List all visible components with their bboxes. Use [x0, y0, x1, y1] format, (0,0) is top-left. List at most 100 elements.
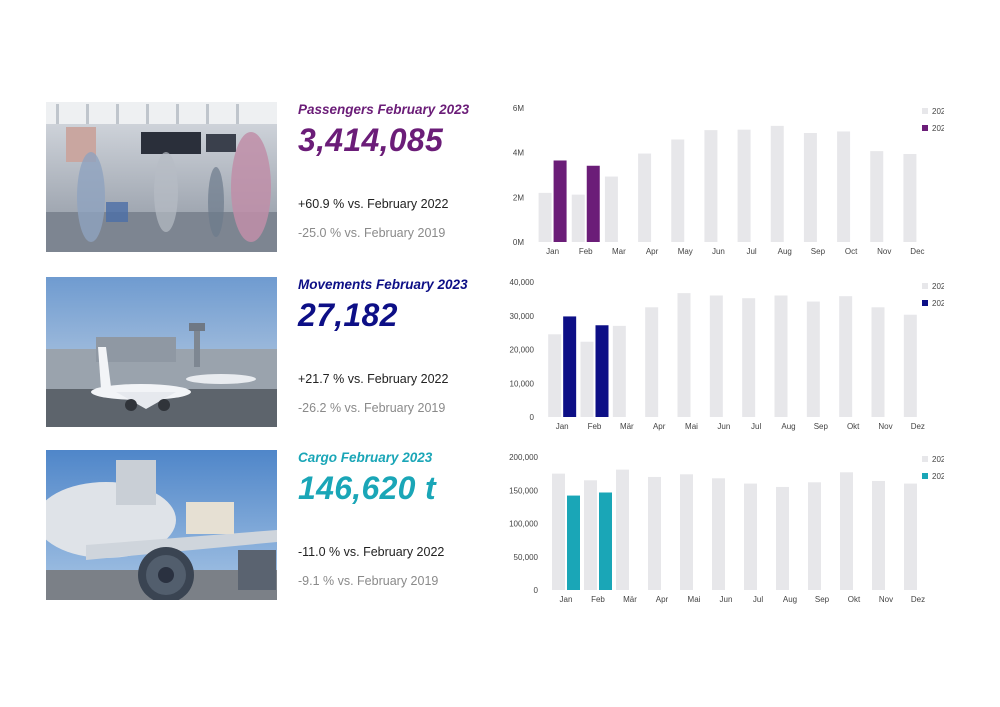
x-tick-label: Sep: [814, 422, 829, 431]
bar-2023-Feb: [586, 165, 600, 242]
x-tick-label: Mai: [685, 422, 698, 431]
movements-vs-2019: -26.2 % vs. February 2019: [298, 401, 446, 415]
legend-swatch-2023: [922, 125, 928, 131]
bar-2022-Nov: [872, 480, 885, 590]
movements-value: 27,182: [298, 297, 398, 333]
bar-2022-Mär: [612, 325, 626, 417]
x-tick-label: Jun: [712, 247, 725, 256]
airport-terminal-photo: [46, 102, 277, 252]
x-tick-label: Oct: [845, 247, 858, 256]
bar-2022-Okt: [840, 472, 853, 590]
bar-2022-Dec: [903, 154, 917, 242]
x-tick-label: Nov: [879, 595, 893, 604]
bar-2022-Sep: [806, 301, 820, 417]
x-tick-label: Mär: [620, 422, 634, 431]
passengers-vs-2019: -25.0 % vs. February 2019: [298, 226, 446, 240]
movements-bar-chart: 0 10,000 20,000 30,000 40,000 Jan Feb Mär Apr Mai…: [510, 278, 944, 431]
x-tick-label: Aug: [783, 595, 797, 604]
passengers-title: Passengers February 2023: [298, 102, 470, 117]
legend-label-2023: 2023: [932, 124, 944, 133]
airplane-apron-photo: [46, 277, 277, 427]
bar-2022-Aug: [776, 486, 789, 590]
x-tick-label: Jul: [753, 595, 763, 604]
y-tick-label: 4M: [513, 149, 524, 158]
bar-2022-Aug: [774, 295, 788, 417]
x-tick-label: Aug: [781, 422, 795, 431]
cargo-value: 146,620 t: [298, 470, 436, 506]
x-tick-label: Mär: [623, 595, 637, 604]
y-tick-label: 0M: [513, 238, 524, 247]
bar-2022-Apr: [645, 307, 659, 417]
legend-swatch-2022: [922, 456, 928, 462]
legend-label-2023: 2023: [932, 472, 944, 481]
x-tick-label: Nov: [878, 422, 892, 431]
x-tick-label: Apr: [653, 422, 666, 431]
bar-2022-Dez: [903, 314, 917, 417]
y-tick-label: 40,000: [510, 278, 535, 287]
legend-swatch-2023: [922, 473, 928, 479]
bar-2022-Apr: [638, 153, 652, 242]
bar-2022-Jan: [552, 473, 565, 590]
bar-2022-Dez: [904, 483, 917, 590]
x-tick-label: Jun: [717, 422, 730, 431]
bar-2022-May: [671, 139, 685, 242]
y-tick-label: 2M: [513, 193, 524, 202]
y-tick-label: 10,000: [510, 379, 535, 388]
x-tick-label: Jan: [560, 595, 573, 604]
x-tick-label: Jan: [556, 422, 569, 431]
legend-label-2022: 2022: [932, 282, 944, 291]
x-tick-label: Okt: [848, 595, 861, 604]
bar-2023-Jan: [567, 495, 580, 590]
bar-2022-Nov: [871, 307, 885, 417]
bar-2023-Feb: [595, 325, 609, 417]
cargo-panel: Cargo February 2023 146,620 t -11.0 % vs…: [46, 450, 946, 604]
legend-label-2022: 2022: [932, 107, 944, 116]
legend-swatch-2022: [922, 283, 928, 289]
legend-label-2022: 2022: [932, 455, 944, 464]
x-tick-label: Okt: [847, 422, 860, 431]
passengers-vs-2022: +60.9 % vs. February 2022: [298, 197, 449, 211]
x-tick-label: Sep: [815, 595, 830, 604]
bar-2022-Jun: [709, 295, 723, 417]
bar-2022-Mai: [680, 474, 693, 590]
bar-2023-Jan: [563, 316, 577, 417]
bar-2022-Jan: [548, 334, 562, 417]
cargo-loading-photo: [46, 450, 277, 600]
x-tick-label: Dec: [910, 247, 924, 256]
cargo-vs-2022: -11.0 % vs. February 2022: [298, 545, 445, 559]
y-tick-label: 150,000: [509, 486, 538, 495]
bar-2022-Sep: [808, 482, 821, 590]
passengers-panel: Passengers February 2023 3,414,085 +60.9…: [46, 102, 946, 256]
legend-swatch-2023: [922, 300, 928, 306]
x-tick-label: Feb: [591, 595, 605, 604]
x-tick-label: Mar: [612, 247, 626, 256]
bar-2022-Jan: [538, 192, 552, 242]
bar-2022-Mar: [604, 176, 618, 242]
x-tick-label: Mai: [688, 595, 701, 604]
x-tick-label: Jul: [746, 247, 756, 256]
x-tick-label: Apr: [646, 247, 659, 256]
bar-2022-Jul: [744, 483, 757, 590]
bar-2022-Okt: [839, 296, 853, 417]
bar-2022-Jul: [737, 129, 751, 242]
x-tick-label: Feb: [588, 422, 602, 431]
legend-swatch-2022: [922, 108, 928, 114]
bar-2022-Mai: [677, 293, 691, 417]
y-tick-label: 20,000: [510, 346, 535, 355]
bar-2022-Jun: [704, 130, 718, 242]
bar-2023-Feb: [599, 492, 612, 590]
x-tick-label: May: [678, 247, 693, 256]
bar-2022-Feb: [580, 341, 594, 417]
cargo-bar-chart: 0 50,000 100,000 150,000 200,000 Jan Feb Mär Apr…: [509, 453, 944, 604]
bar-2022-Nov: [870, 151, 884, 242]
x-tick-label: Dez: [911, 422, 925, 431]
bar-2022-Feb: [571, 194, 585, 242]
y-tick-label: 0: [530, 413, 535, 422]
bar-2022-Jun: [712, 478, 725, 590]
movements-title: Movements February 2023: [298, 277, 468, 292]
x-tick-label: Aug: [778, 247, 792, 256]
bar-2022-Aug: [770, 125, 784, 242]
y-tick-label: 200,000: [509, 453, 538, 462]
bar-2022-Jul: [742, 298, 756, 417]
y-tick-label: 50,000: [514, 553, 539, 562]
